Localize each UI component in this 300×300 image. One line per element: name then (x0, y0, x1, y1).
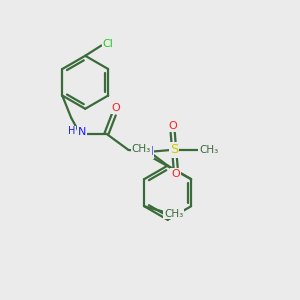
Text: Cl: Cl (103, 39, 113, 49)
Text: O: O (171, 169, 180, 179)
Text: N: N (145, 145, 154, 158)
Text: N: N (78, 127, 86, 137)
Text: O: O (112, 103, 121, 113)
Text: CH₃: CH₃ (164, 208, 183, 219)
Text: H: H (68, 126, 75, 136)
Text: S: S (170, 143, 178, 157)
Text: O: O (168, 121, 177, 131)
Text: CH₃: CH₃ (131, 144, 151, 154)
Text: CH₃: CH₃ (199, 145, 218, 155)
